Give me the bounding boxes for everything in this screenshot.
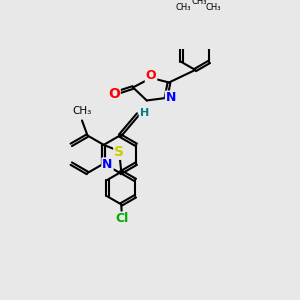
- Text: CH₃: CH₃: [192, 0, 207, 6]
- Text: CH₃: CH₃: [176, 3, 191, 12]
- Text: N: N: [166, 92, 176, 104]
- Text: CH₃: CH₃: [206, 3, 221, 12]
- Text: H: H: [140, 108, 149, 118]
- Text: O: O: [146, 69, 156, 82]
- Text: O: O: [108, 87, 120, 101]
- Text: CH₃: CH₃: [72, 106, 92, 116]
- Text: Cl: Cl: [115, 212, 128, 225]
- Text: N: N: [102, 158, 113, 171]
- Text: S: S: [114, 145, 124, 159]
